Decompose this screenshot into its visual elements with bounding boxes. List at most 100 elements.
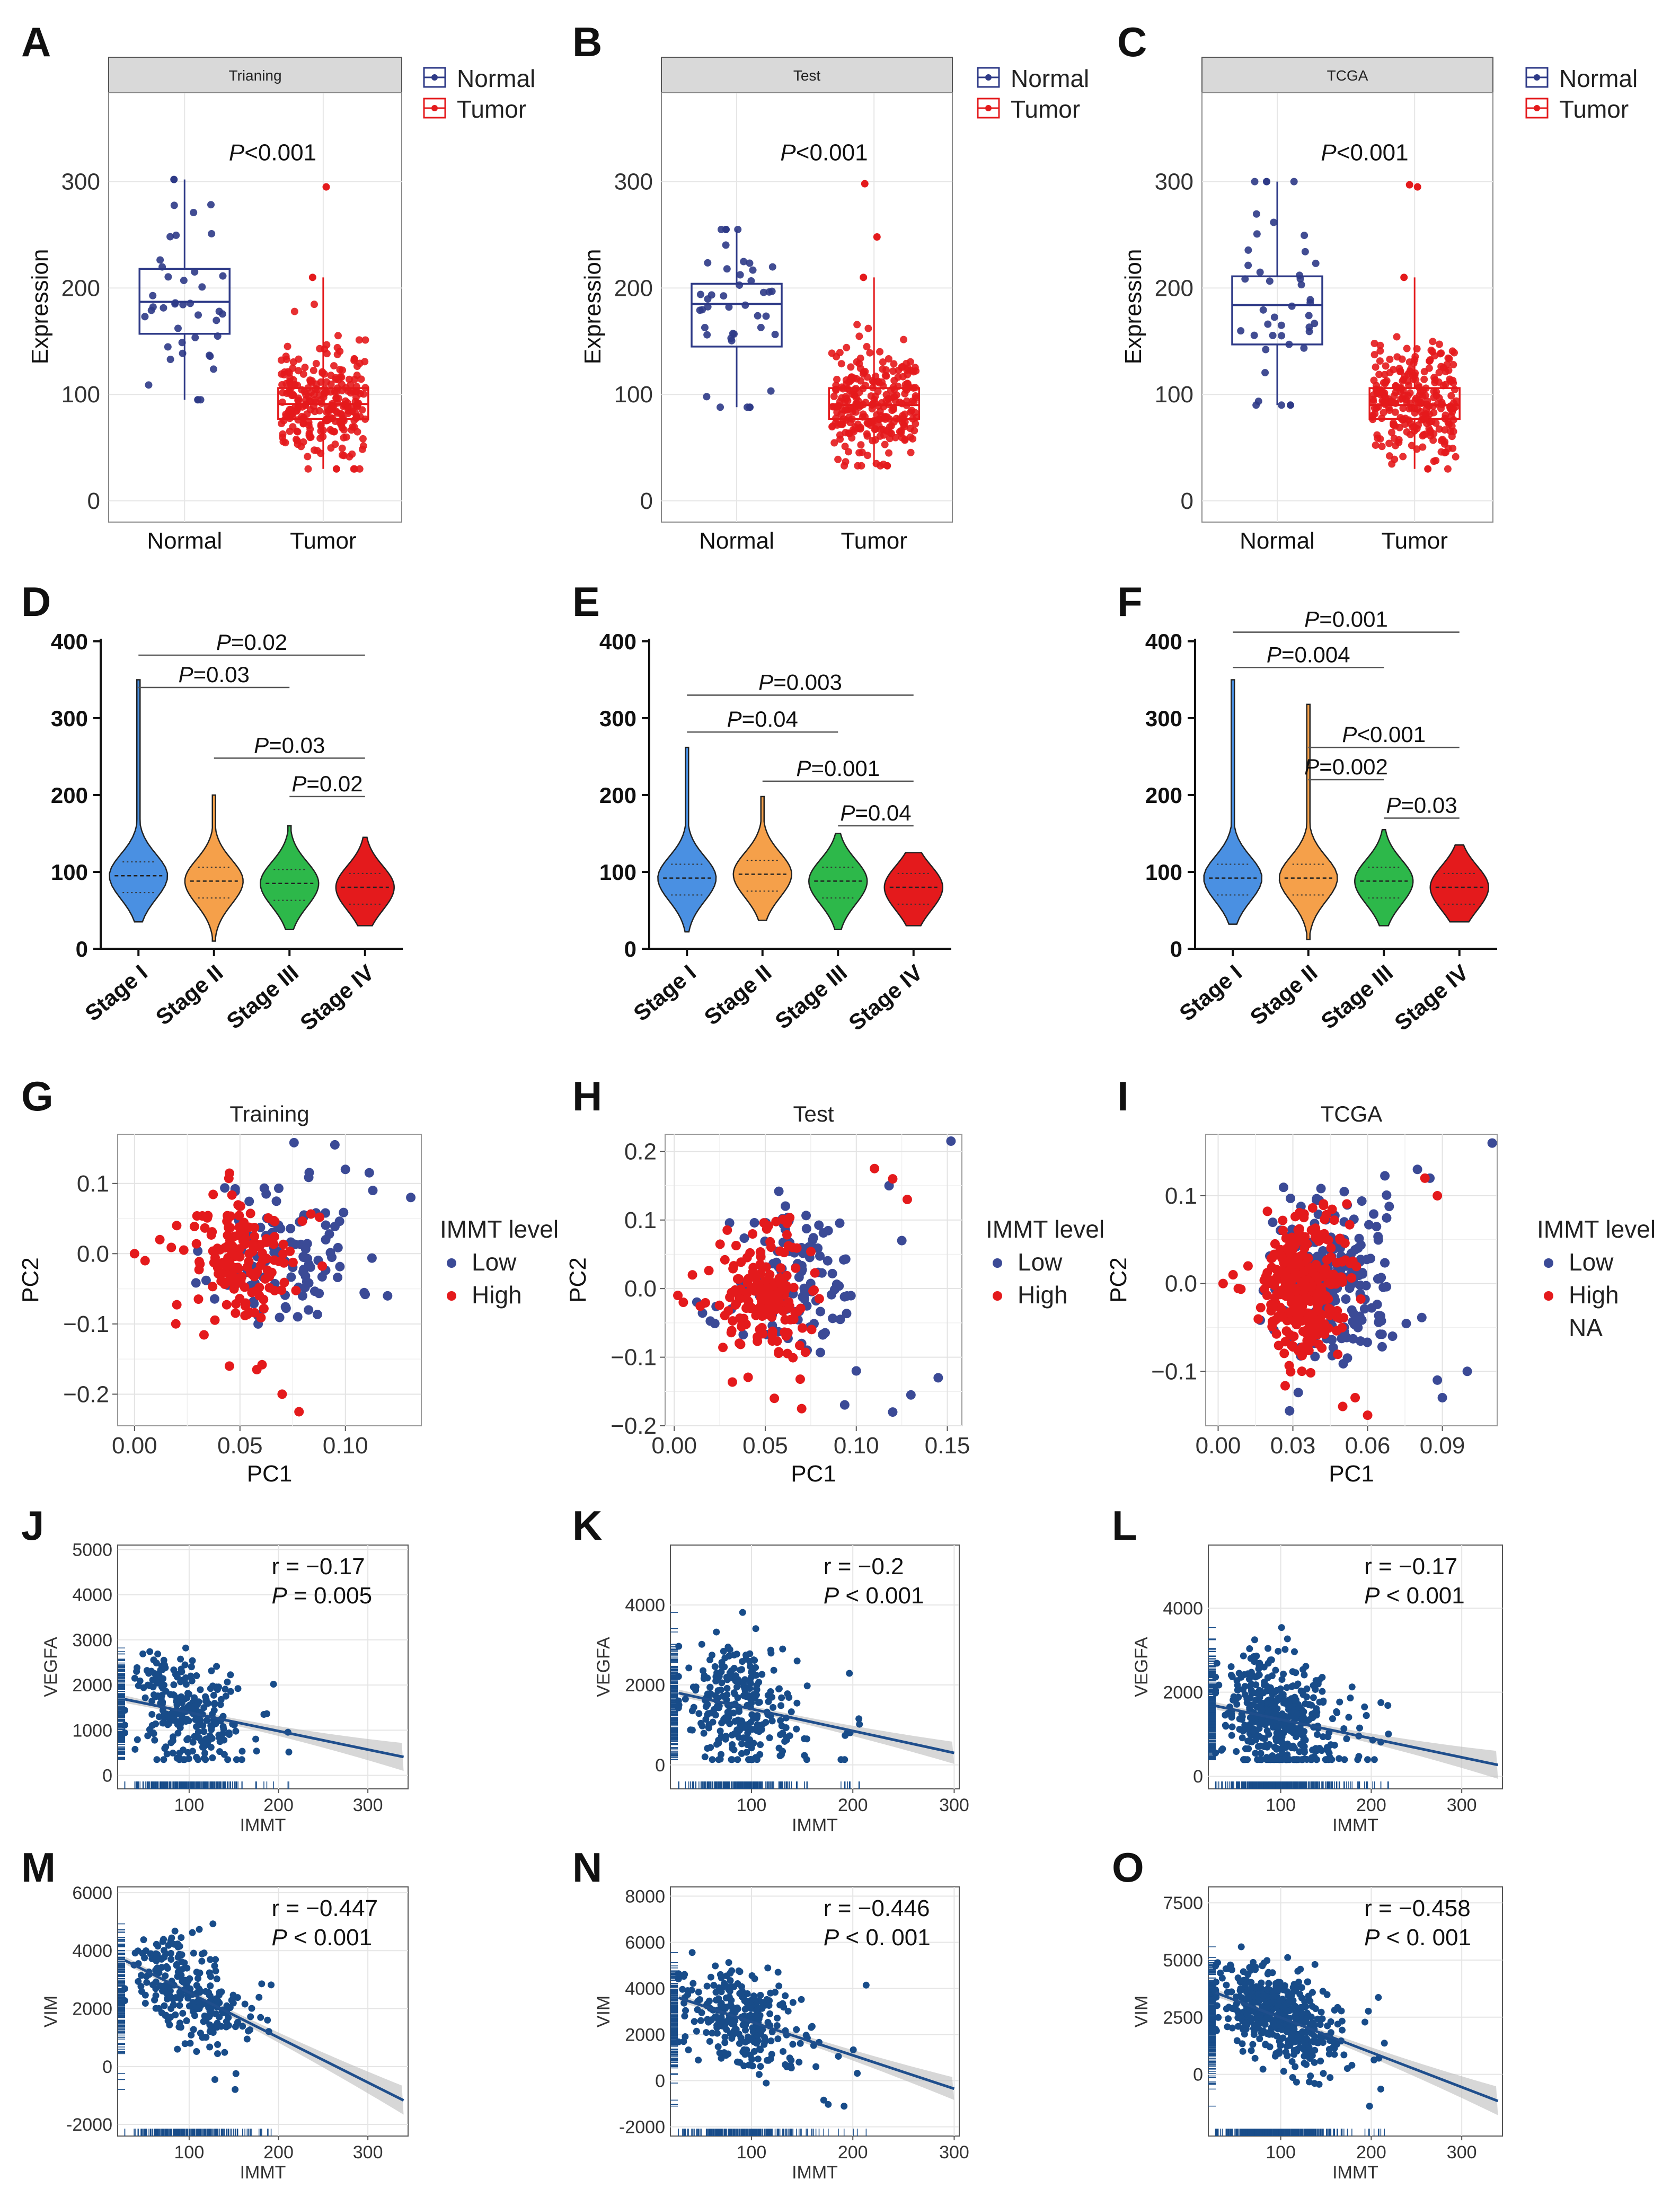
pca-point-high (247, 1269, 258, 1280)
scatter-point (712, 1711, 719, 1719)
pca-point-low (1387, 1331, 1398, 1342)
pca-point-high (736, 1257, 746, 1267)
pca-point-high (1319, 1199, 1329, 1209)
y-tick-label: 0 (102, 1766, 112, 1786)
scatter-point (184, 1735, 192, 1742)
pca-point-low (293, 1312, 303, 1322)
x-tick-label: 0.05 (217, 1433, 263, 1459)
data-point (900, 422, 908, 430)
y-tick-label: 200 (1145, 783, 1182, 808)
scatter-point (675, 1643, 683, 1650)
data-point (863, 432, 871, 440)
pca-point-low (339, 1207, 349, 1217)
x-tick-label: 100 (737, 1795, 767, 1815)
p-value-label: P<0.001 (1321, 139, 1408, 165)
scatter-point (734, 1694, 741, 1701)
data-point (704, 259, 712, 267)
p-italic: P (1304, 754, 1319, 779)
scatter-point (197, 1686, 204, 1693)
data-point (327, 372, 335, 380)
pca-point-high (1243, 1261, 1253, 1271)
pca-point-high (294, 1407, 304, 1417)
pca-point-high (240, 1301, 250, 1311)
pca-point-high (788, 1353, 798, 1363)
y-tick-label: 100 (61, 382, 100, 408)
scatter-point (189, 1705, 196, 1712)
scatter-point (224, 1678, 231, 1686)
data-point (1390, 435, 1398, 443)
panel-label-H: H (572, 1073, 602, 1119)
pca-point-high (1288, 1341, 1298, 1351)
scatter-point (232, 1727, 240, 1735)
pca-point-low (946, 1136, 956, 1146)
pca-point-high (1287, 1257, 1297, 1267)
pca-point-high (720, 1255, 730, 1265)
scatter-point (702, 1703, 710, 1710)
data-point (160, 304, 167, 312)
pca-point-high (208, 1189, 218, 1199)
data-point (1261, 369, 1269, 377)
pca-point-high (751, 1310, 761, 1320)
scatter-point (721, 1654, 729, 1662)
x-tick-label: 0.10 (834, 1433, 879, 1459)
data-point (319, 433, 327, 440)
pca-point-high (278, 1239, 288, 1249)
pca-point-low (1328, 1343, 1338, 1353)
data-point (1399, 404, 1407, 412)
pca-point-high (1279, 1258, 1289, 1268)
data-point (860, 273, 868, 281)
p-italic: P (824, 1583, 839, 1609)
scatter-point (173, 1698, 180, 1705)
data-point (1441, 414, 1449, 422)
data-point (696, 290, 704, 298)
x-tick-label: Stage I (629, 960, 701, 1026)
scatter-point (733, 1726, 741, 1734)
pca-point-low (280, 1302, 290, 1312)
scatter-point (153, 1673, 161, 1681)
scatter-point (194, 1728, 202, 1735)
y-tick-label: 0 (640, 488, 653, 514)
y-tick-label: −0.1 (611, 1345, 657, 1371)
data-point (901, 410, 909, 418)
pca-point-high (288, 1257, 298, 1267)
pca-point-low (1384, 1202, 1394, 1212)
data-point (359, 435, 367, 443)
chart-title: Training (229, 1101, 309, 1126)
pca-point-high (1280, 1273, 1290, 1283)
scatter-point (732, 1674, 740, 1681)
x-tick-label: 0.05 (742, 1433, 788, 1459)
pca-point-low (814, 1220, 824, 1230)
pca-point-high (238, 1236, 248, 1246)
legend-key-dot (985, 105, 992, 111)
data-point (352, 383, 360, 391)
data-point (1370, 351, 1378, 359)
x-tick-label: Stage IV (295, 960, 378, 1036)
scatter-point (770, 1704, 777, 1711)
pca-point-high (172, 1221, 182, 1231)
pca-point-low (296, 1239, 306, 1249)
y-tick-label: 1000 (72, 1720, 112, 1741)
scatter-point (711, 1663, 719, 1670)
pca-point-high (252, 1364, 262, 1374)
scatter-point (758, 1671, 766, 1678)
comparison-p-value: P=0.004 (1267, 642, 1350, 667)
pca-point-high (1281, 1326, 1292, 1336)
pca-point-high (737, 1321, 747, 1331)
y-tick-label: 400 (1145, 629, 1182, 654)
scatter-point (725, 1708, 732, 1716)
data-point (741, 301, 749, 309)
scatter-point (748, 1711, 756, 1718)
pca-point-low (297, 1291, 307, 1301)
data-point (844, 448, 852, 456)
scatter-point (213, 1663, 220, 1670)
data-point (855, 389, 863, 396)
pca-point-low (835, 1218, 845, 1228)
pca-point-high (753, 1332, 763, 1342)
comparison-p-value: P=0.02 (216, 630, 287, 655)
data-point (300, 387, 308, 395)
comparison-p-value: P=0.02 (291, 771, 362, 796)
data-point (323, 341, 331, 349)
legend-label: Normal (1011, 65, 1089, 92)
y-tick-label: 0 (76, 937, 88, 961)
data-point (1270, 218, 1278, 226)
